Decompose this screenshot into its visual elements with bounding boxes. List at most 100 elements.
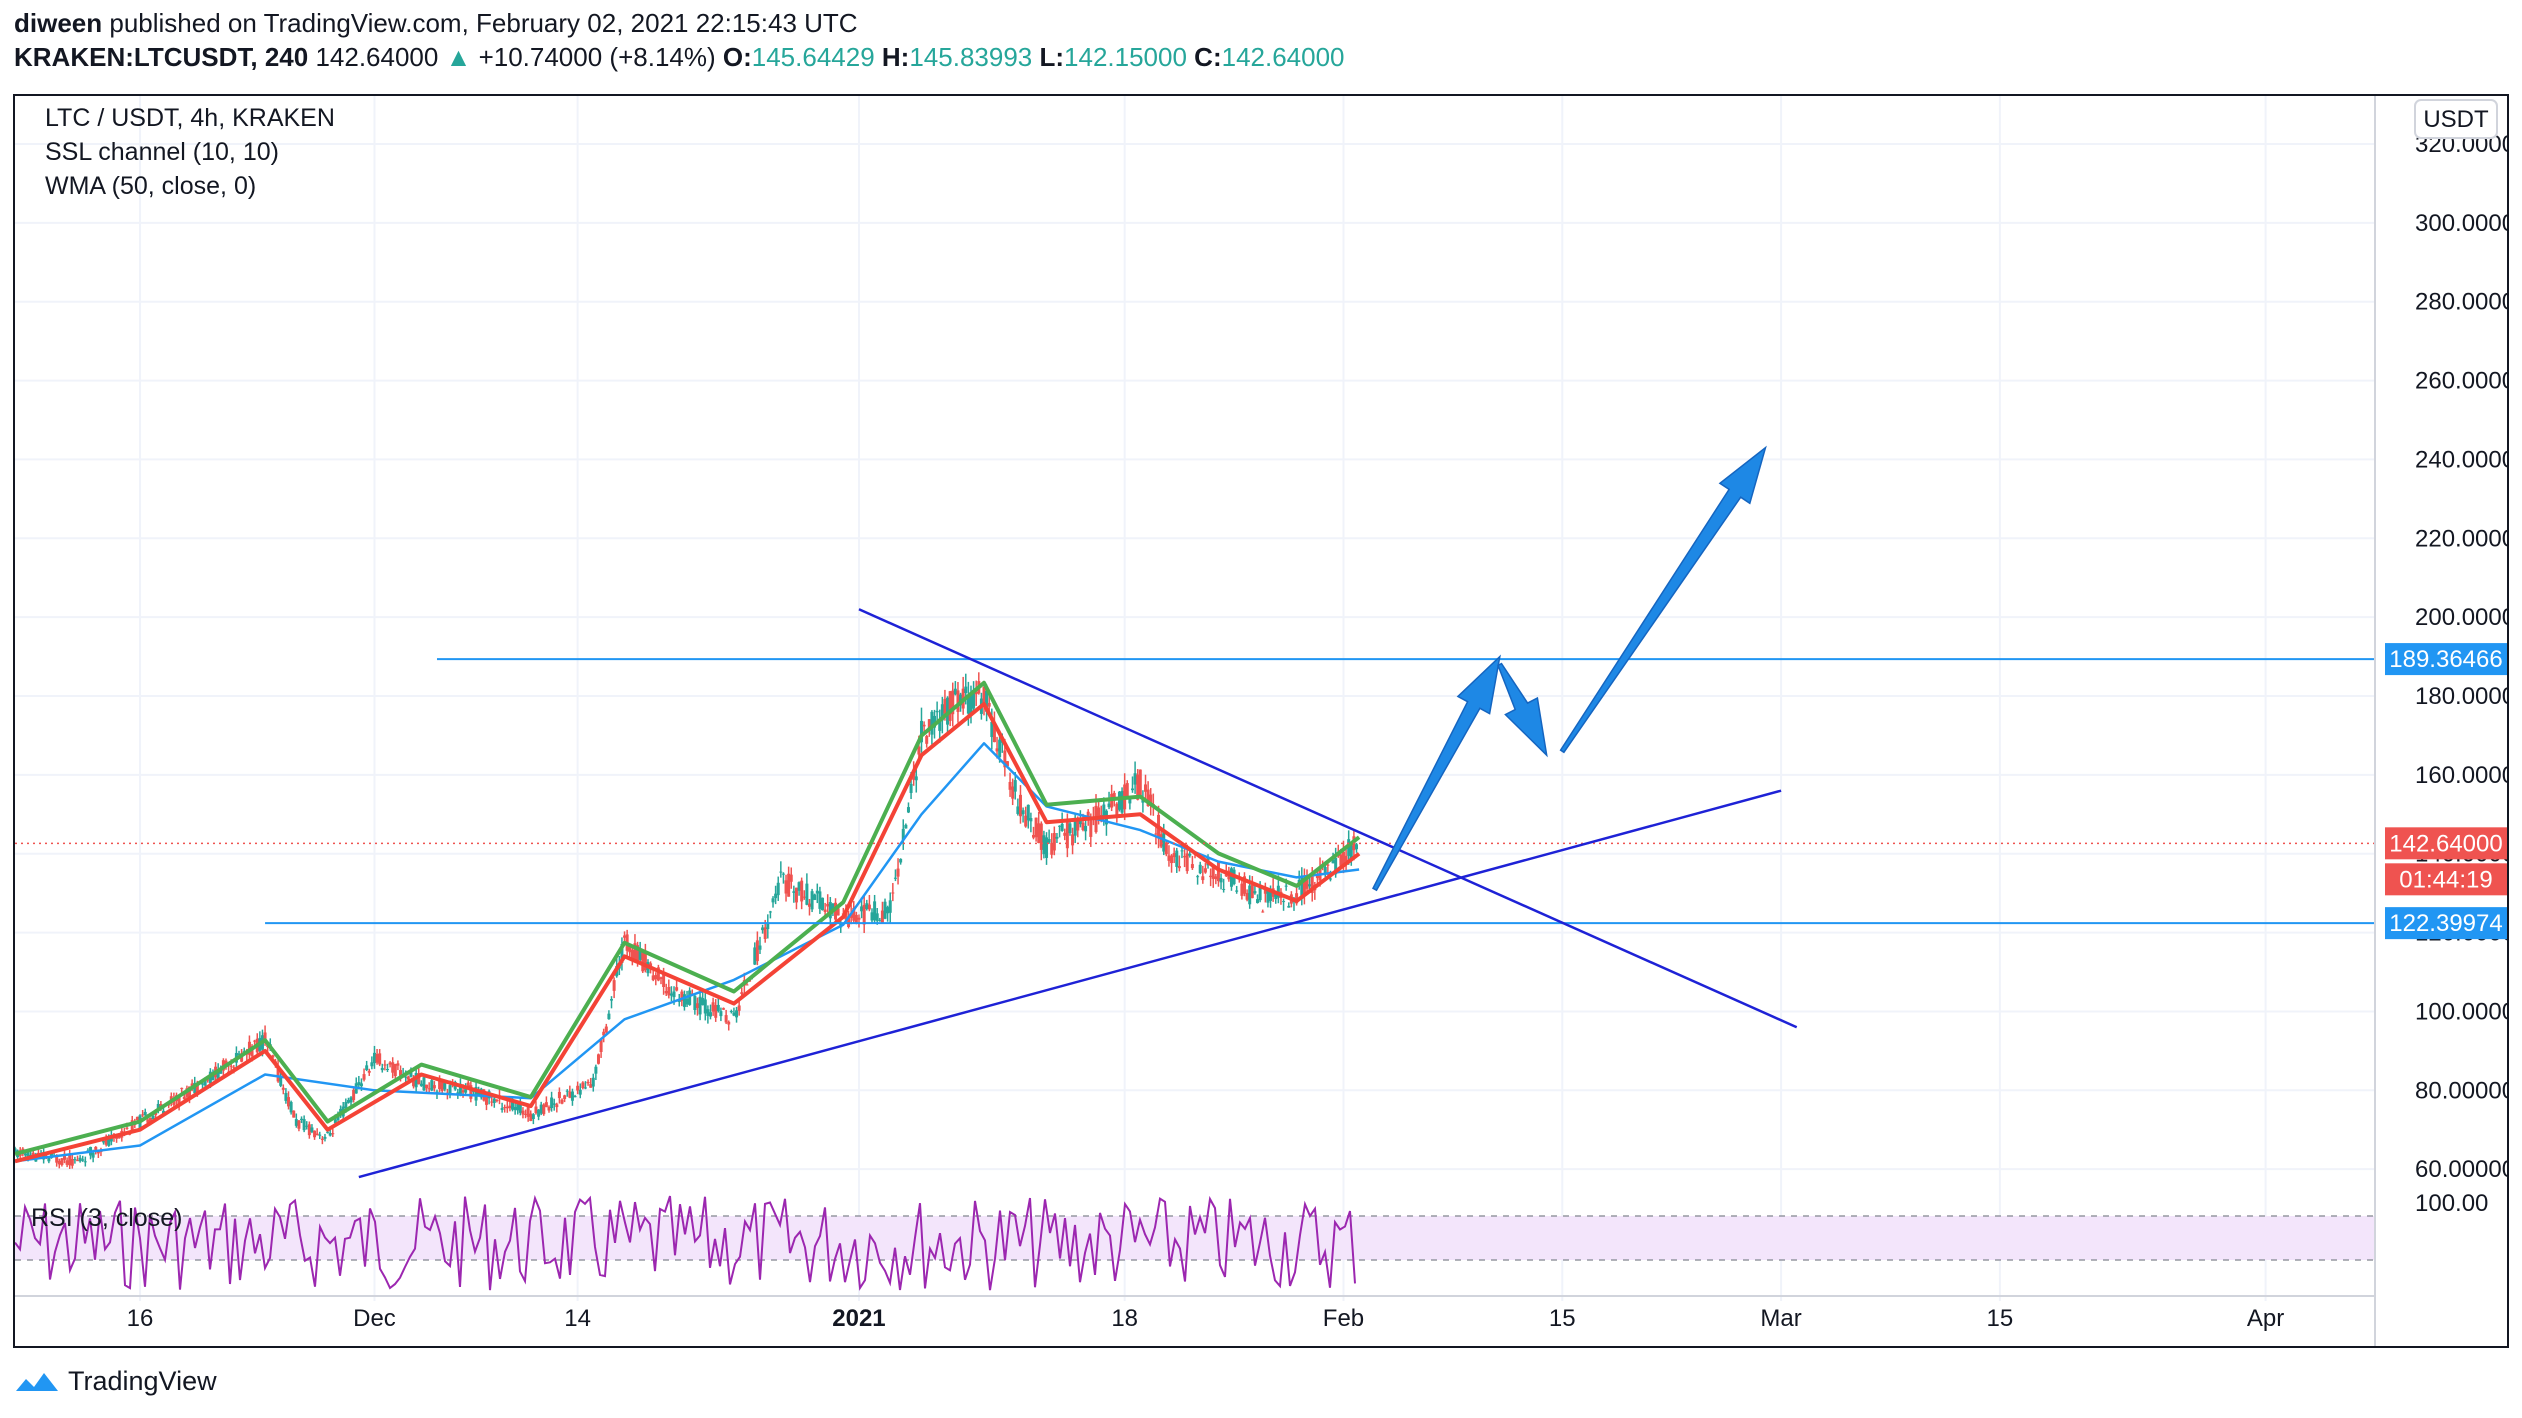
candle-body	[703, 999, 707, 1014]
candle-body	[688, 990, 692, 1005]
candle-body	[633, 943, 637, 961]
candle-body	[828, 902, 832, 919]
candle-body	[1235, 890, 1239, 892]
price-tick-label: 280.00000	[2415, 289, 2507, 316]
candle-body	[526, 1106, 530, 1117]
candle-body	[326, 1131, 330, 1133]
candle-body	[1050, 842, 1054, 855]
time-tick-label: 18	[1111, 1305, 1138, 1332]
candle-body	[302, 1119, 306, 1131]
candle-body	[1055, 836, 1059, 839]
candle-body	[177, 1096, 181, 1105]
candle-body	[62, 1153, 66, 1160]
candle-body	[542, 1104, 546, 1115]
candle-body	[1076, 820, 1080, 831]
legend-ssl[interactable]: SSL channel (10, 10)	[45, 138, 279, 166]
candle-body	[1058, 825, 1062, 827]
candle-body	[672, 991, 676, 998]
candle-body	[1136, 774, 1140, 800]
candle-body	[419, 1083, 423, 1086]
candle-body	[521, 1110, 525, 1115]
candle-body	[1344, 855, 1348, 862]
candle-body	[91, 1152, 95, 1158]
legend-rsi[interactable]: RSI (3, close)	[31, 1204, 183, 1232]
candle-body	[1300, 876, 1304, 899]
candle-body	[1323, 866, 1327, 874]
candle-body	[383, 1064, 387, 1066]
candle-body	[917, 746, 921, 755]
candle-body	[886, 907, 890, 914]
candle-body	[349, 1097, 353, 1103]
candle-body	[1026, 804, 1030, 821]
candle-body	[862, 904, 866, 925]
candle-body	[771, 898, 775, 903]
candle-body	[1005, 761, 1009, 767]
change-value: +10.74000 (+8.14%)	[478, 42, 716, 72]
candle-body	[823, 909, 827, 912]
candle-body	[1196, 876, 1200, 878]
drawings-layer	[15, 445, 2375, 1179]
candle-body	[943, 698, 947, 714]
candle-body	[1219, 877, 1223, 883]
candle-body	[1256, 899, 1260, 903]
candle-body	[294, 1119, 298, 1126]
candle-body	[1341, 851, 1345, 867]
high-label: H:	[881, 42, 910, 72]
candle-body	[685, 998, 689, 1005]
candle-body	[708, 1012, 712, 1017]
candle-body	[792, 891, 796, 893]
candle-body	[966, 695, 970, 714]
candle-body	[490, 1101, 494, 1103]
candle-body	[620, 943, 624, 963]
candle-body	[1253, 891, 1257, 894]
candle-body	[195, 1083, 199, 1094]
candle-body	[992, 722, 996, 743]
candle-body	[362, 1074, 366, 1080]
footer-brand[interactable]: TradingView	[14, 1366, 217, 1397]
chart-canvas[interactable]: 60.0000080.00000100.00000120.00000140.00…	[15, 96, 2507, 1346]
legend-wma[interactable]: WMA (50, close, 0)	[45, 172, 257, 200]
low-label: L:	[1039, 42, 1065, 72]
candle-body	[698, 996, 702, 1015]
legend-pair[interactable]: LTC / USDT, 4h, KRAKEN	[45, 104, 335, 132]
price-tick-label: 60.00000	[2415, 1156, 2507, 1183]
chart-frame[interactable]: 60.0000080.00000100.00000120.00000140.00…	[13, 94, 2509, 1348]
candle-body	[805, 883, 809, 905]
candle-body	[706, 1009, 710, 1016]
candle-body	[990, 721, 994, 738]
candle-body	[503, 1107, 507, 1109]
wma-line	[15, 742, 1360, 1163]
candle-body	[26, 1151, 30, 1160]
candle-body	[1177, 866, 1181, 869]
candle-body	[151, 1115, 155, 1120]
candle-body	[427, 1088, 431, 1090]
candle-body	[969, 694, 973, 716]
candle-body	[388, 1062, 392, 1065]
candle-body	[1211, 867, 1215, 879]
candle-body	[1266, 890, 1270, 903]
candle-body	[956, 690, 960, 712]
candle-body	[1034, 817, 1038, 838]
candle-body	[693, 995, 697, 1011]
candle-body	[594, 1066, 598, 1074]
candle-body	[78, 1157, 82, 1162]
up-triangle-icon: ▲	[445, 42, 472, 72]
candle-body	[359, 1083, 363, 1087]
candle-body	[511, 1102, 515, 1110]
candle-body	[365, 1065, 369, 1071]
candle-body	[716, 1004, 720, 1012]
candle-body	[1245, 892, 1249, 900]
candle-body	[930, 711, 934, 735]
price-axis: 60.0000080.00000100.00000120.00000140.00…	[2374, 96, 2507, 1346]
candle-body	[1315, 874, 1319, 879]
candle-body	[901, 828, 905, 841]
candle-body	[1295, 893, 1299, 904]
candle-body	[1120, 791, 1124, 813]
candle-body	[636, 945, 640, 964]
candle-body	[1029, 818, 1033, 822]
candle-body	[826, 903, 830, 907]
candle-body	[938, 721, 942, 731]
candle-body	[695, 1003, 699, 1009]
candle-body	[529, 1113, 533, 1121]
candle-body	[443, 1083, 447, 1090]
